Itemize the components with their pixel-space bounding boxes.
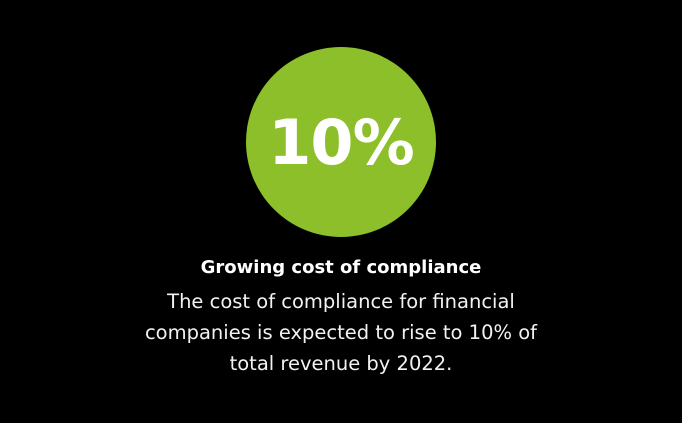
body-line: total revenue by 2022. <box>229 352 453 375</box>
stat-value: 10% <box>268 105 414 179</box>
heading: Growing cost of compliance <box>200 257 482 278</box>
body-line: companies is expected to rise to 10% of <box>144 321 538 344</box>
body-line: The cost of compliance for financial <box>167 290 515 313</box>
stat-circle: 10% <box>246 47 436 237</box>
body-text: The cost of compliance for financial comp… <box>0 286 682 379</box>
